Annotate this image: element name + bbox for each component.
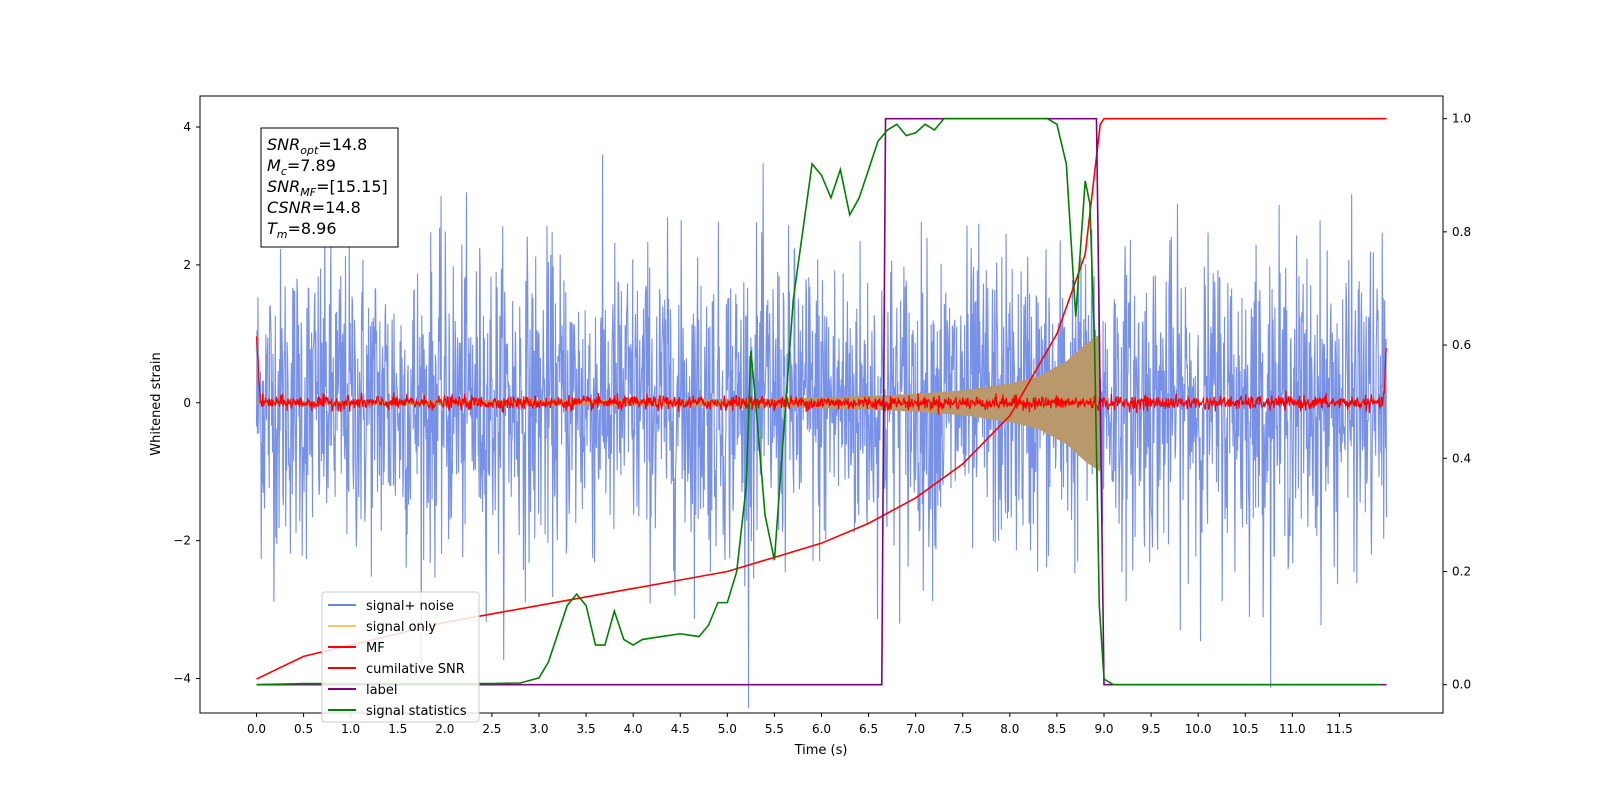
x-tick-label: 4.0 bbox=[624, 722, 643, 736]
x-tick-label: 11.0 bbox=[1279, 722, 1306, 736]
x-tick-label: 1.0 bbox=[341, 722, 360, 736]
info-line: SNRopt=14.8 bbox=[267, 135, 367, 157]
info-value: =7.89 bbox=[287, 156, 336, 175]
legend-label: label bbox=[366, 683, 397, 698]
y2-tick-label: 0.0 bbox=[1452, 678, 1471, 692]
series-mf bbox=[255, 336, 1388, 415]
x-tick-label: 5.0 bbox=[718, 722, 737, 736]
x-tick-label: 10.0 bbox=[1185, 722, 1212, 736]
series-signal-noise bbox=[255, 154, 1388, 708]
info-line: SNRMF=[15.15] bbox=[267, 177, 388, 199]
x-tick-label: 1.5 bbox=[388, 722, 407, 736]
x-tick-label: 6.5 bbox=[859, 722, 878, 736]
info-subscript: m bbox=[277, 228, 288, 241]
x-tick-label: 2.0 bbox=[435, 722, 454, 736]
info-box-frame bbox=[260, 127, 399, 248]
x-tick-label: 0.5 bbox=[294, 722, 313, 736]
info-box: SNRopt=14.8Mc=7.89SNRMF=[15.15]CSNR=14.8… bbox=[260, 127, 399, 248]
x-tick-label: 7.5 bbox=[953, 722, 972, 736]
x-tick-label: 4.5 bbox=[671, 722, 690, 736]
info-symbol: CSNR bbox=[267, 198, 312, 217]
x-tick-label: 5.5 bbox=[765, 722, 784, 736]
info-subscript: c bbox=[281, 165, 287, 178]
y-axis-right: 1.0 0.8 0.6 0.4 0.2 0.0 bbox=[1443, 112, 1471, 692]
y-axis-label: Whitened strain bbox=[149, 352, 164, 455]
x-tick-label: 3.0 bbox=[529, 722, 548, 736]
info-symbol: M bbox=[267, 156, 281, 175]
y-tick-label: 4 bbox=[183, 120, 191, 134]
x-tick-label: 7.0 bbox=[906, 722, 925, 736]
info-line: CSNR=14.8 bbox=[267, 198, 361, 217]
x-tick-label: 2.5 bbox=[482, 722, 501, 736]
info-subscript: opt bbox=[300, 144, 319, 157]
legend-label: MF bbox=[366, 641, 385, 656]
x-tick-label: 8.0 bbox=[1000, 722, 1019, 736]
info-line: Mc=7.89 bbox=[267, 156, 336, 178]
legend: signal+ noise signal only MF cumilative SNR… bbox=[321, 591, 480, 723]
x-tick-label: 6.0 bbox=[812, 722, 831, 736]
y-tick-label: 0 bbox=[183, 396, 191, 410]
info-value: =[15.15] bbox=[316, 177, 388, 196]
legend-label: cumilative SNR bbox=[366, 662, 465, 677]
x-tick-label: 10.5 bbox=[1232, 722, 1259, 736]
info-symbol: T bbox=[267, 219, 278, 238]
legend-label: signal statistics bbox=[366, 704, 467, 719]
x-tick-label: 9.5 bbox=[1142, 722, 1161, 736]
info-value: =14.8 bbox=[318, 135, 367, 154]
y-tick-label: −2 bbox=[173, 534, 191, 548]
legend-label: signal only bbox=[366, 620, 436, 635]
y2-tick-label: 0.8 bbox=[1452, 225, 1471, 239]
y-tick-label: −4 bbox=[173, 672, 191, 686]
x-axis-label: Time (s) bbox=[794, 743, 848, 758]
info-value: =8.96 bbox=[288, 219, 337, 238]
x-axis: 0.0 0.5 1.0 1.5 2.0 2.5 3.0 3.5 4.0 4.5 5.0 5.5 6.0 6… bbox=[247, 713, 1353, 736]
y2-tick-label: 0.2 bbox=[1452, 564, 1471, 578]
y-axis-left: 4 2 0 −2 −4 bbox=[173, 120, 200, 686]
legend-label: signal+ noise bbox=[366, 599, 454, 614]
info-value: =14.8 bbox=[312, 198, 361, 217]
x-tick-label: 3.5 bbox=[577, 722, 596, 736]
info-subscript: MF bbox=[300, 186, 316, 199]
y2-tick-label: 1.0 bbox=[1452, 112, 1471, 126]
series-signal-statistics bbox=[256, 117, 1382, 686]
info-symbol: SNR bbox=[267, 135, 300, 154]
x-tick-label: 9.0 bbox=[1094, 722, 1113, 736]
x-tick-label: 11.5 bbox=[1326, 722, 1353, 736]
info-line: Tm=8.96 bbox=[267, 219, 337, 241]
x-tick-label: 0.0 bbox=[247, 722, 266, 736]
y2-tick-label: 0.6 bbox=[1452, 338, 1471, 352]
y2-tick-label: 0.4 bbox=[1452, 451, 1471, 465]
legend-frame bbox=[321, 591, 480, 723]
y-tick-label: 2 bbox=[183, 258, 191, 272]
x-tick-label: 8.5 bbox=[1047, 722, 1066, 736]
info-symbol: SNR bbox=[267, 177, 300, 196]
